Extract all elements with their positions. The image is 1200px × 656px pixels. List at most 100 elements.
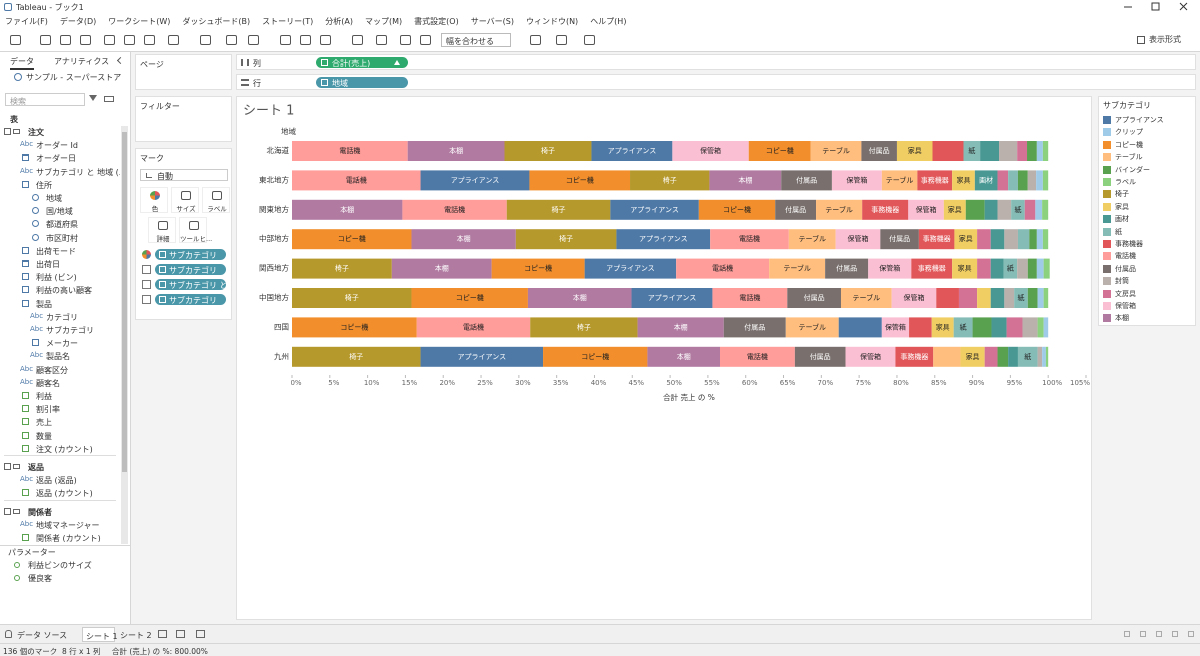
toolbar-button[interactable]: [40, 35, 51, 45]
search-box[interactable]: 検索: [5, 93, 85, 106]
legend-label[interactable]: ラベル: [1115, 178, 1136, 186]
toolbar-button[interactable]: [376, 35, 387, 45]
field[interactable]: 割引率: [36, 405, 60, 415]
tab-nav-button[interactable]: [1188, 631, 1194, 637]
mark-button[interactable]: 詳細: [148, 217, 176, 243]
field[interactable]: 返品 (返品): [36, 476, 77, 486]
legend-label[interactable]: 文房具: [1115, 289, 1136, 298]
legend-label[interactable]: 封筒: [1115, 277, 1129, 286]
field[interactable]: 顧客区分: [36, 365, 68, 375]
field[interactable]: 出荷日: [36, 260, 60, 269]
toolbar-button[interactable]: [104, 35, 115, 45]
fit-dropdown[interactable]: 幅を合わせる: [441, 33, 511, 47]
toolbar-button[interactable]: [556, 35, 567, 45]
legend-label[interactable]: 画材: [1115, 215, 1129, 224]
mark-button[interactable]: 色: [140, 187, 168, 213]
section-name[interactable]: 返品: [28, 463, 44, 472]
toolbar-button[interactable]: [10, 35, 21, 45]
expand-toggle[interactable]: [4, 463, 11, 470]
legend-label[interactable]: 本棚: [1115, 314, 1129, 323]
mark-button[interactable]: ラベル: [202, 187, 230, 213]
show-me[interactable]: 表示形式: [1149, 35, 1181, 44]
field[interactable]: 関係者 (カウント): [36, 534, 101, 542]
section-name[interactable]: 注文: [28, 128, 44, 137]
menu-item[interactable]: ワークシート(W): [108, 16, 171, 26]
menu-item[interactable]: ストーリー(T): [262, 16, 314, 26]
legend-label[interactable]: アプライアンス: [1115, 116, 1164, 124]
menu-item[interactable]: マップ(M): [365, 16, 403, 26]
field[interactable]: 返品 (カウント): [36, 489, 93, 499]
data-source[interactable]: サンプル - スーパーストア: [26, 73, 122, 82]
field-pill[interactable]: サブカテゴリ と...: [155, 279, 226, 290]
expand-toggle[interactable]: [4, 507, 11, 515]
sheet-tab[interactable]: シート 2: [117, 627, 152, 642]
mark-button[interactable]: サイズ: [171, 187, 199, 213]
toolbar-button[interactable]: [420, 35, 431, 45]
new-sheet-button[interactable]: [196, 630, 205, 638]
toolbar-button[interactable]: [200, 35, 211, 45]
field[interactable]: 利益: [36, 392, 52, 401]
mark-button[interactable]: ツールヒ...: [179, 217, 212, 243]
tab-nav-button[interactable]: [1140, 631, 1146, 637]
field-pill[interactable]: サブカテゴリ: [155, 264, 226, 275]
legend-label[interactable]: 付属品: [1115, 264, 1136, 273]
tab-nav-button[interactable]: [1156, 631, 1162, 637]
field[interactable]: サブカテゴリ: [46, 326, 94, 335]
field[interactable]: 国/地域: [46, 207, 73, 217]
window-controls[interactable]: [1110, 0, 1200, 14]
toolbar-button[interactable]: [280, 35, 291, 45]
toolbar-button[interactable]: [124, 35, 135, 45]
menu-item[interactable]: データ(D): [59, 16, 97, 26]
toolbar-button[interactable]: [584, 35, 595, 45]
field[interactable]: 市区町村: [46, 233, 78, 243]
field[interactable]: 顧客名: [36, 378, 60, 388]
toolbar-button[interactable]: [60, 35, 71, 45]
shelf-pill[interactable]: 合計(売上): [316, 57, 408, 68]
mark-type-dropdown[interactable]: 自動: [140, 169, 228, 181]
toolbar-button[interactable]: [144, 35, 155, 45]
menu-item[interactable]: 分析(A): [325, 16, 353, 26]
field[interactable]: 地域マネージャー: [36, 520, 100, 530]
legend-label[interactable]: 電話機: [1115, 252, 1136, 261]
legend-label[interactable]: 事務機器: [1115, 240, 1143, 248]
field[interactable]: カテゴリ: [46, 312, 78, 322]
legend-label[interactable]: バインダー: [1115, 165, 1150, 174]
parameter[interactable]: 利益ビンのサイズ: [28, 561, 92, 570]
field[interactable]: 住所: [36, 180, 52, 190]
tab-nav-button[interactable]: [1124, 631, 1130, 637]
legend-label[interactable]: テーブル: [1115, 153, 1143, 162]
toolbar-button[interactable]: [226, 35, 237, 45]
field[interactable]: 都道府県: [46, 220, 78, 230]
field[interactable]: 数量: [36, 431, 52, 441]
field[interactable]: 製品名: [46, 352, 70, 362]
toolbar-button[interactable]: [168, 35, 179, 45]
legend-label[interactable]: クリップ: [1115, 128, 1143, 137]
field[interactable]: 利益の高い顧客: [36, 286, 92, 296]
pane-tab[interactable]: アナリティクス: [54, 57, 110, 66]
field[interactable]: メーカー: [46, 339, 78, 349]
sheet-tab[interactable]: シート 1: [82, 627, 118, 642]
new-sheet-button[interactable]: [158, 630, 167, 638]
field[interactable]: 出荷モード: [36, 246, 76, 256]
field[interactable]: オーダー Id: [36, 141, 78, 151]
parameter[interactable]: 優良客: [28, 574, 52, 583]
expand-toggle[interactable]: [4, 128, 11, 135]
legend-label[interactable]: 紙: [1115, 227, 1122, 236]
field-pill[interactable]: サブカテゴリ: [155, 294, 226, 305]
field[interactable]: オーダー日: [36, 154, 76, 164]
menu-item[interactable]: ダッシュボード(B): [182, 16, 251, 26]
toolbar-button[interactable]: [80, 35, 91, 45]
menu-item[interactable]: ファイル(F): [5, 16, 48, 26]
legend-label[interactable]: 保管箱: [1115, 302, 1136, 310]
menu-item[interactable]: ヘルプ(H): [590, 16, 627, 26]
menu-item[interactable]: 書式設定(O): [414, 16, 459, 26]
field-pill[interactable]: サブカテゴリ: [155, 249, 226, 260]
field[interactable]: 注文 (カウント): [36, 444, 93, 454]
toolbar-button[interactable]: [400, 35, 411, 45]
toolbar-button[interactable]: [248, 35, 259, 45]
field[interactable]: 製品: [36, 299, 52, 309]
menu-item[interactable]: サーバー(S): [470, 16, 514, 26]
field[interactable]: サブカテゴリ と 地域 (...: [36, 167, 120, 177]
toolbar-button[interactable]: [352, 35, 363, 45]
field[interactable]: 利益 (ビン): [36, 273, 77, 283]
